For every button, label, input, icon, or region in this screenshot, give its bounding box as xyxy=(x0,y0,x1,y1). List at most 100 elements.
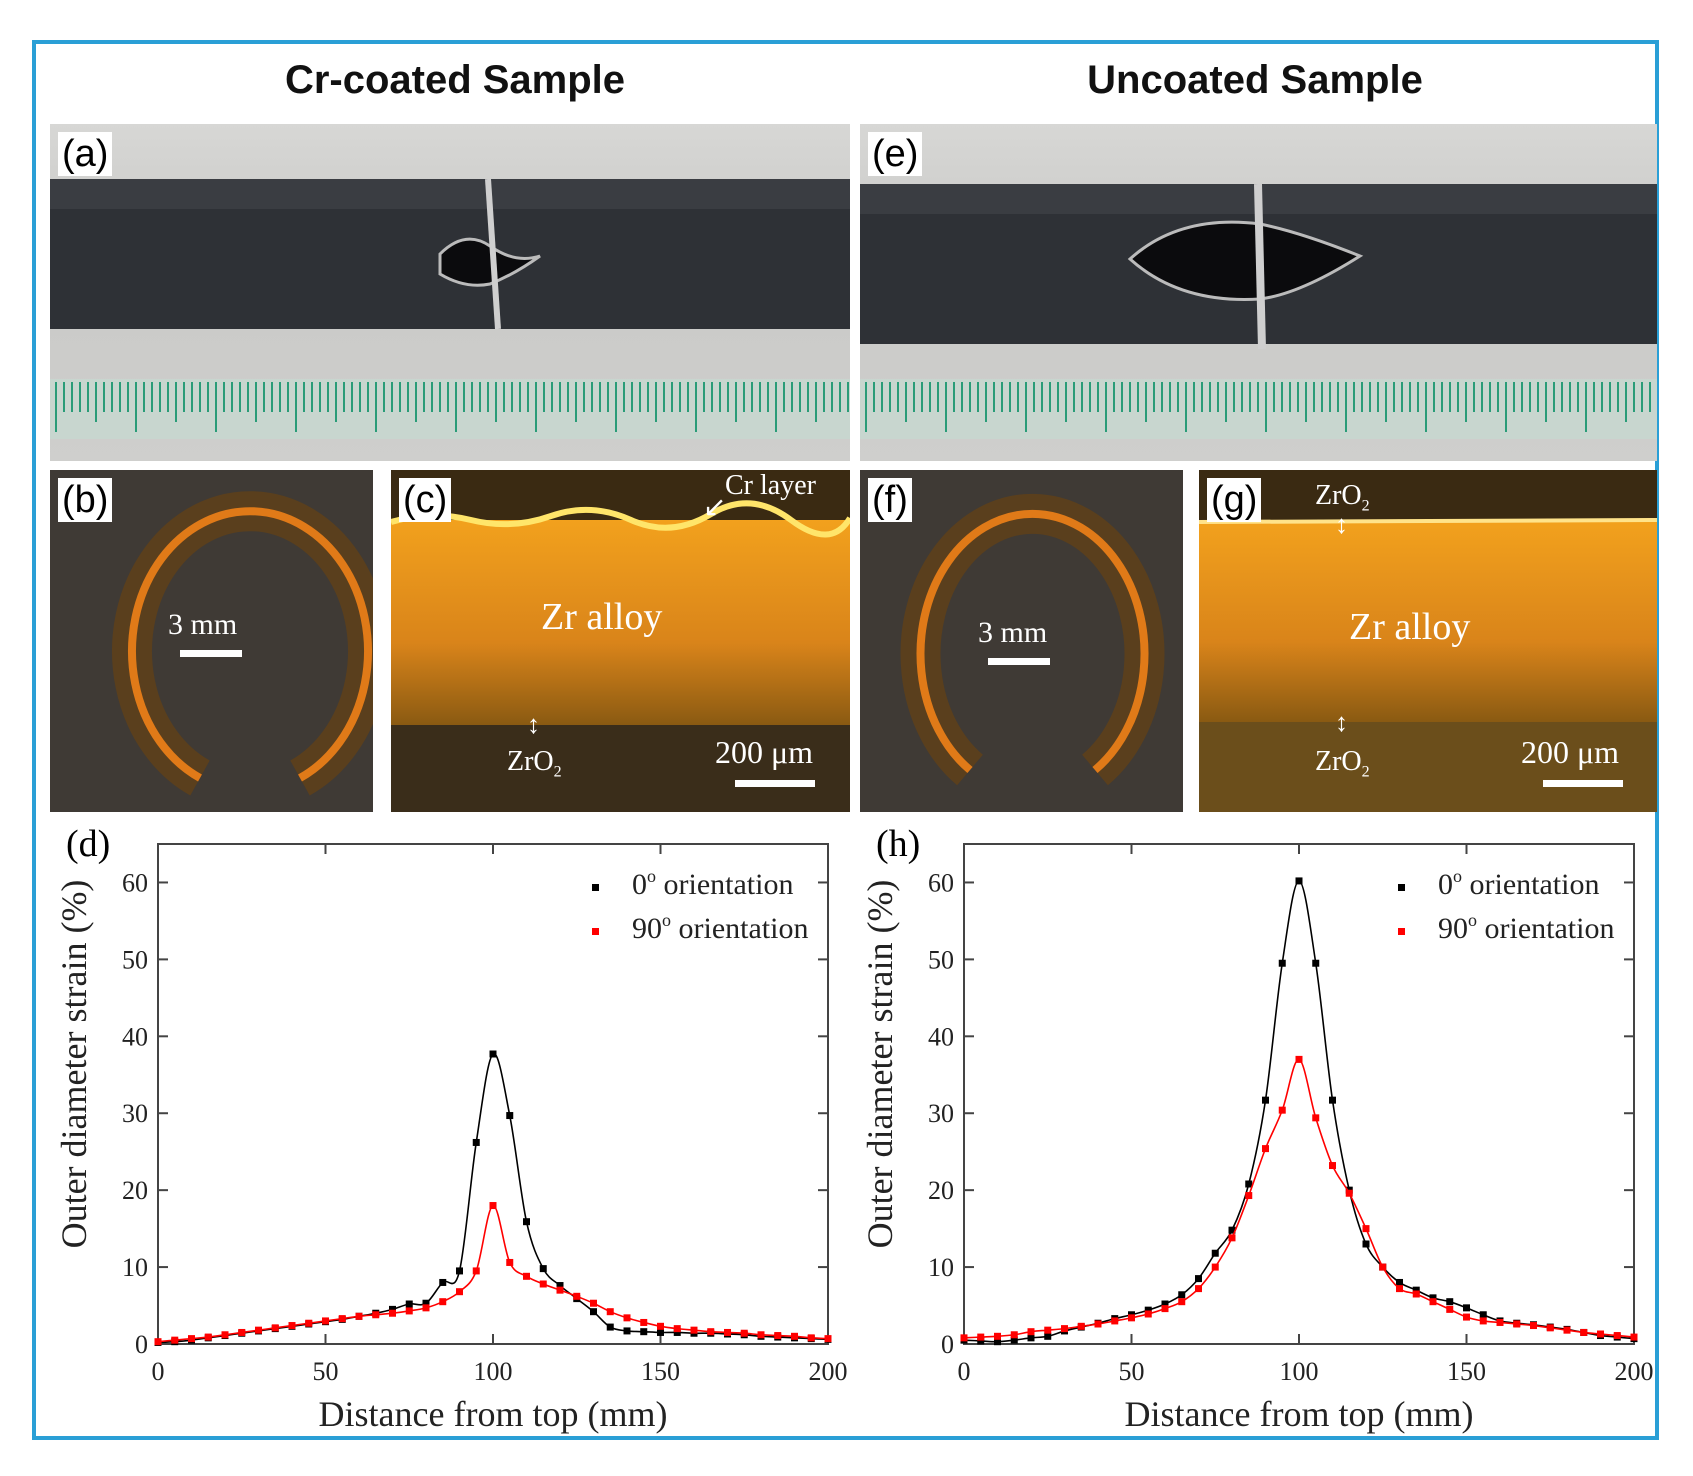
panel-g-drawing xyxy=(1199,518,1657,812)
panel-c-oxide-text: ZrO2 xyxy=(507,746,562,782)
chart-h-series-1-point-25 xyxy=(1379,1263,1387,1271)
chart-h-legend-label-1-main: 90 xyxy=(1438,912,1468,945)
chart-h-series-1-point-28 xyxy=(1429,1298,1437,1306)
chart-d-series-1-point-39 xyxy=(807,1334,815,1342)
chart-h-series-0-point-28 xyxy=(1429,1294,1437,1302)
panel-c-double-arrow-icon: ↕ xyxy=(527,710,540,739)
panel-g-top-arrow-icon: ↕ xyxy=(1335,510,1348,539)
chart-h-series-1-point-24 xyxy=(1362,1225,1370,1233)
chart-d-series-0-point-19 xyxy=(472,1138,480,1146)
chart-d-series-1-point-25 xyxy=(573,1292,581,1300)
panel-g-oxide-bottom-text: ZrO2 xyxy=(1315,746,1370,782)
ruler-ticks-a xyxy=(55,382,849,432)
chart-h-xlabel: Distance from top (mm) xyxy=(1125,1394,1474,1434)
chart-d-series-1-point-30 xyxy=(657,1322,664,1330)
chart-h-legend-marker-1 xyxy=(1398,928,1405,935)
chart-d-series-1-point-2 xyxy=(188,1335,195,1343)
chart-h-series-0-point-4 xyxy=(1027,1334,1035,1342)
chart-h-series-0-line xyxy=(963,880,1635,1343)
chart-h-ytick-label-0: 0 xyxy=(941,1330,954,1359)
panel-f-ring: 3 mm (f) xyxy=(860,470,1183,812)
chart-d-legend-label-1-main: 90 xyxy=(632,912,662,945)
chart-h-series-1-point-5 xyxy=(1044,1326,1052,1334)
chart-h-xtick-label-3: 150 xyxy=(1447,1357,1486,1386)
chart-d-series-1-point-20 xyxy=(489,1202,497,1210)
chart-d-legend-label-0-sup: o xyxy=(647,866,656,886)
chart-d-series-1-point-24 xyxy=(556,1286,564,1294)
chart-d-ytick-label-2: 20 xyxy=(122,1176,148,1205)
chart-d-series-1-point-27 xyxy=(606,1308,614,1316)
chart-d-series-1-point-3 xyxy=(204,1333,212,1341)
chart-h-legend-label-0-rest: orientation xyxy=(1462,868,1599,901)
chart-d-series-0-point-27 xyxy=(606,1323,614,1331)
chart-d-legend-label-0-rest: orientation xyxy=(656,868,793,901)
chart-d-xtick-label-2: 100 xyxy=(474,1357,513,1386)
figure-frame xyxy=(32,40,1659,1440)
panel-a-drawing xyxy=(50,178,850,439)
panel-g-oxide-bottom-main: ZrO xyxy=(1315,746,1362,777)
chart-d-series-0-point-26 xyxy=(590,1308,597,1316)
panel-b-scale-bar xyxy=(180,650,242,657)
chart-d-legend-marker-1 xyxy=(592,928,599,935)
chart-h-legend-label-0-sup: o xyxy=(1453,866,1462,886)
panel-b-drawing xyxy=(112,491,373,796)
chart-h-legend-label-1-rest: orientation xyxy=(1477,912,1614,945)
panel-c-micrograph: Cr layer ↙ Zr alloy ↕ ZrO2 200 μm (c) xyxy=(391,470,850,812)
chart-h-ytick-label-2: 20 xyxy=(928,1176,954,1205)
chart-d-series-1-point-40 xyxy=(824,1335,832,1343)
chart-h-series-1-point-10 xyxy=(1128,1314,1135,1322)
chart-h-ytick-label-5: 50 xyxy=(928,945,954,974)
panel-e-photo: (e) xyxy=(860,124,1657,461)
chart-d-series-1-point-7 xyxy=(271,1324,279,1332)
chart-h-series-0-point-20 xyxy=(1295,877,1303,885)
chart-h-series-0-point-18 xyxy=(1262,1096,1269,1104)
chart-h-series-1-point-7 xyxy=(1077,1322,1085,1330)
chart-h-series-0-point-15 xyxy=(1211,1249,1219,1257)
chart-d: 0 50 100 150 200 0 10 20 30 40 50 60 Distance from t… xyxy=(54,823,848,1434)
chart-d-ytick-label-1: 10 xyxy=(122,1253,148,1282)
chart-h-series-1-point-18 xyxy=(1262,1145,1269,1153)
chart-h-series-0-point-14 xyxy=(1195,1275,1202,1283)
chart-h-ytick-label-3: 30 xyxy=(928,1099,954,1128)
chart-d-series-0-point-22 xyxy=(523,1218,530,1226)
chart-h-series-1-point-11 xyxy=(1144,1310,1152,1318)
panel-g-bottom-arrow-icon: ↕ xyxy=(1335,708,1348,737)
chart-d-series-1-point-34 xyxy=(724,1328,731,1336)
chart-h-series-1-point-38 xyxy=(1597,1330,1604,1338)
heading-uncoated: Uncoated Sample xyxy=(1087,58,1423,102)
chart-h-series-0-point-3 xyxy=(1010,1336,1018,1344)
chart-d-series-1-point-16 xyxy=(422,1304,430,1312)
chart-h-series-1-point-40 xyxy=(1630,1333,1638,1341)
chart-d-series-0-point-24 xyxy=(556,1282,564,1290)
chart-d-series-1-point-10 xyxy=(322,1317,329,1325)
chart-d-series-0-point-14 xyxy=(389,1305,396,1313)
chart-h-panel-label: (h) xyxy=(876,823,920,865)
chart-d-series-1-point-0 xyxy=(154,1338,162,1346)
chart-h-series-1-point-19 xyxy=(1278,1106,1286,1114)
chart-h-series-1-point-0 xyxy=(960,1334,968,1342)
chart-d-ylabel: Outer diameter strain (%) xyxy=(54,880,94,1249)
panel-g-label: (g) xyxy=(1207,478,1262,522)
chart-h-series-1-point-32 xyxy=(1496,1318,1504,1326)
chart-h-series-0-point-19 xyxy=(1278,959,1286,967)
chart-h-series-1-point-12 xyxy=(1161,1305,1169,1313)
chart-h-series-0-point-31 xyxy=(1479,1311,1487,1319)
chart-h-series-0-point-12 xyxy=(1161,1300,1169,1308)
chart-d-series-0-point-23 xyxy=(539,1265,547,1273)
panel-a-photo: (a) xyxy=(50,124,850,461)
chart-h-legend-label-0-main: 0 xyxy=(1438,868,1453,901)
panel-c-oxide-sub: 2 xyxy=(553,763,562,781)
chart-h-series-1-point-29 xyxy=(1446,1305,1454,1313)
chart-h-series-1-point-6 xyxy=(1061,1325,1068,1333)
chart-h-series-1-point-9 xyxy=(1111,1317,1119,1325)
chart-h-series-1-point-8 xyxy=(1094,1320,1102,1328)
chart-d-series-0-point-29 xyxy=(640,1328,648,1336)
chart-h-series-1-point-27 xyxy=(1412,1290,1420,1298)
chart-d-series-1-point-1 xyxy=(171,1336,179,1344)
chart-h-series-1-point-15 xyxy=(1211,1263,1219,1271)
chart-d-series-1-point-23 xyxy=(539,1280,547,1288)
chart-h-series-1-point-34 xyxy=(1530,1322,1537,1330)
chart-d-ytick-label-4: 40 xyxy=(122,1022,148,1051)
panel-c-scale-bar xyxy=(735,780,815,787)
heading-cr-coated: Cr-coated Sample xyxy=(284,58,626,102)
